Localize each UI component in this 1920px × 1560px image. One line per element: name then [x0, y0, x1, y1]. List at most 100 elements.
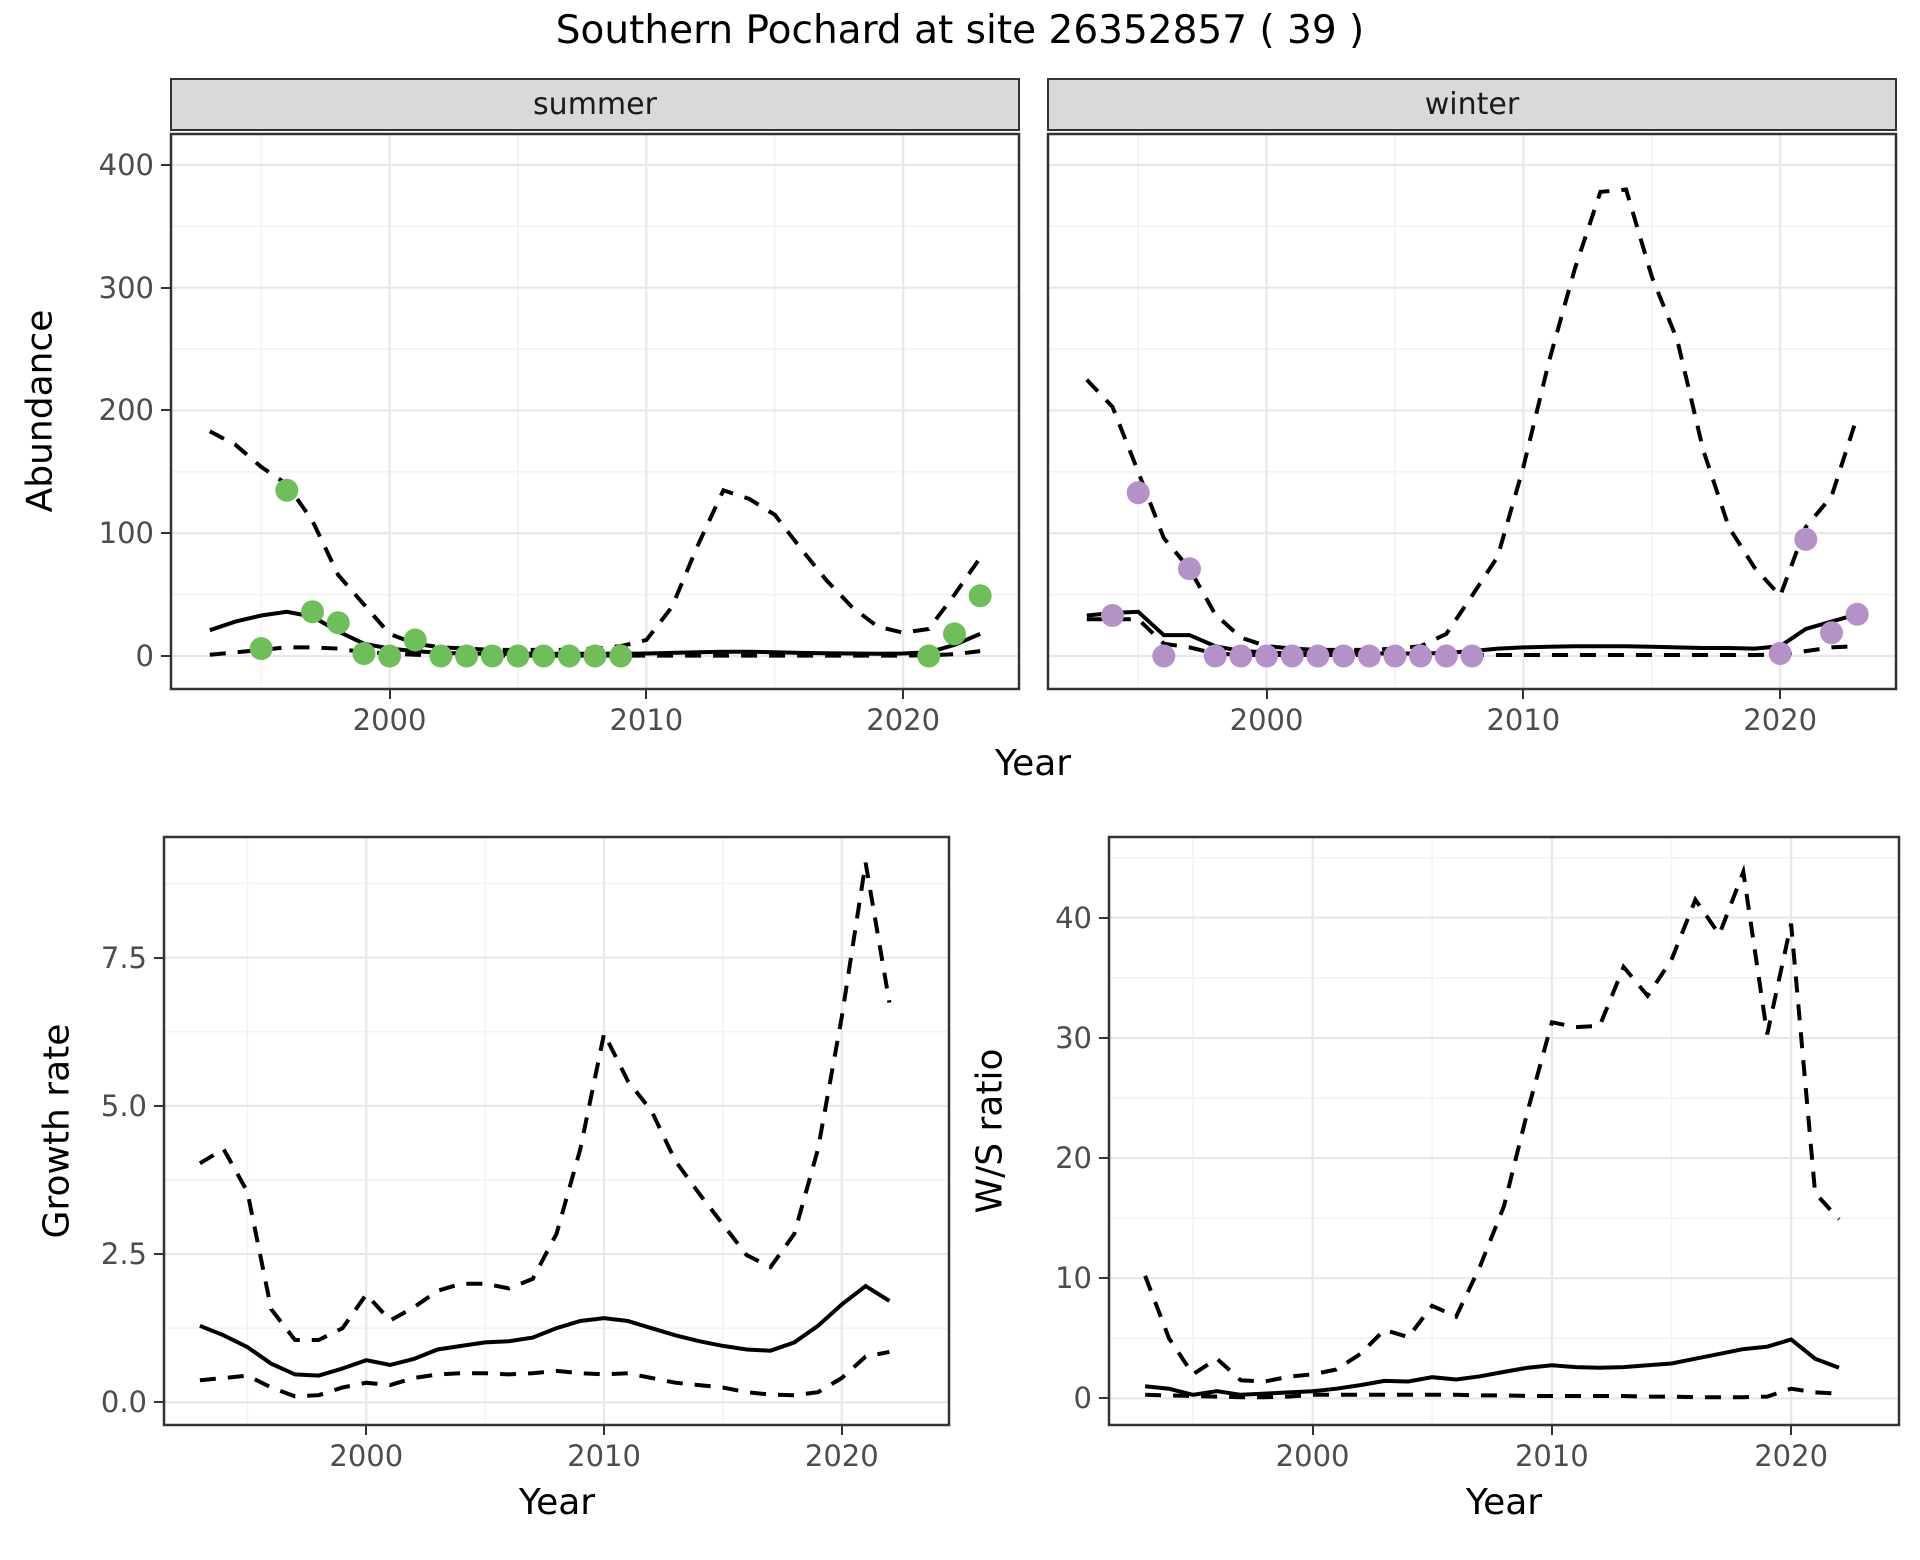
ws-ratio-panel	[1107, 835, 1901, 1427]
observation-point	[609, 644, 633, 668]
observation-point	[1126, 481, 1150, 505]
upper-ci-line	[1085, 187, 1860, 652]
fitted-mean-line	[199, 1283, 891, 1378]
y-tick-mark	[161, 163, 170, 166]
upper-ci-line	[208, 429, 982, 652]
observation-point	[917, 644, 941, 668]
x-tick-mark	[1311, 1426, 1314, 1435]
panel-border	[1046, 132, 1898, 691]
x-tick-label: 2020	[866, 703, 941, 737]
observation-point	[1280, 644, 1304, 668]
x-tick-mark	[902, 690, 905, 699]
observation-point	[352, 642, 376, 665]
observation-point	[480, 644, 504, 668]
y-tick-mark	[1099, 1157, 1108, 1160]
facet-strip-winter: winter	[1047, 78, 1897, 131]
x-tick-mark	[1779, 690, 1782, 699]
x-tick-mark	[1265, 690, 1268, 699]
winter-abundance-panel	[1046, 132, 1898, 691]
y-tick-label: 7.5	[100, 940, 147, 975]
x-tick-mark	[645, 690, 648, 699]
observation-point	[403, 628, 427, 652]
x-tick-label: 2000	[1275, 1439, 1350, 1473]
x-tick-mark	[1522, 690, 1525, 699]
y-tick-label: 0.0	[100, 1385, 147, 1420]
observation-point	[1820, 621, 1843, 645]
y-tick-mark	[161, 654, 170, 657]
abundance-axis-title: Abundance	[19, 309, 61, 513]
y-tick-mark	[161, 532, 170, 535]
x-tick-mark	[1790, 1426, 1793, 1435]
y-tick-mark	[1099, 1397, 1108, 1400]
upper-ci-line	[198, 862, 892, 1342]
y-tick-label: 30	[1055, 1020, 1092, 1055]
panel-border	[169, 132, 1021, 691]
observation-point	[1383, 644, 1407, 668]
y-tick-mark	[1099, 916, 1108, 919]
observation-point	[1845, 602, 1869, 626]
x-tick-label: 2020	[1743, 703, 1818, 737]
observation-point	[429, 644, 453, 668]
observation-point	[1409, 644, 1433, 668]
observation-point	[1768, 642, 1792, 665]
y-tick-label: 400	[98, 147, 154, 182]
observation-point	[1152, 644, 1176, 668]
observation-point	[1357, 644, 1381, 668]
y-tick-mark	[1099, 1277, 1108, 1280]
observation-point	[1306, 644, 1330, 668]
x-tick-label: 2000	[352, 703, 427, 737]
x-tick-label: 2020	[1754, 1439, 1829, 1473]
x-tick-label: 2010	[1514, 1439, 1589, 1473]
observation-point	[557, 644, 581, 668]
y-tick-label: 300	[98, 270, 154, 305]
y-tick-label: 0	[1073, 1381, 1092, 1416]
ws-ratio-axis-title: W/S ratio	[969, 1048, 1011, 1214]
x-tick-label: 2010	[609, 703, 684, 737]
x-tick-mark	[1550, 1426, 1553, 1435]
observation-point	[301, 600, 324, 624]
observation-point	[249, 637, 273, 661]
growth-year-axis-title: Year	[518, 1482, 596, 1523]
lower-ci-line	[1145, 1386, 1840, 1400]
fitted-mean-line	[1144, 1337, 1840, 1397]
y-tick-label: 40	[1055, 900, 1092, 935]
x-tick-mark	[365, 1426, 368, 1435]
observation-point	[455, 644, 479, 668]
observation-point	[1460, 644, 1484, 668]
observation-point	[1178, 557, 1201, 581]
panel-border	[162, 835, 951, 1427]
observation-point	[1794, 527, 1818, 551]
y-tick-label: 10	[1055, 1261, 1092, 1296]
y-tick-mark	[161, 286, 170, 289]
y-tick-label: 200	[98, 393, 154, 428]
x-tick-label: 2000	[329, 1439, 404, 1473]
facet-strip-summer-label: summer	[533, 87, 657, 122]
y-tick-mark	[154, 1253, 163, 1256]
y-tick-label: 100	[98, 516, 154, 551]
lower-ci-line	[199, 1349, 890, 1399]
observation-point	[943, 622, 966, 646]
observation-point	[1332, 644, 1356, 668]
observation-point	[506, 644, 530, 668]
x-tick-label: 2010	[567, 1439, 641, 1473]
y-tick-mark	[154, 1104, 163, 1107]
observation-point	[326, 611, 350, 635]
y-tick-mark	[161, 409, 170, 412]
x-tick-mark	[603, 1426, 606, 1435]
x-tick-mark	[840, 1426, 843, 1435]
x-tick-label: 2010	[1486, 703, 1561, 737]
summer-abundance-panel	[169, 132, 1021, 691]
observation-point	[583, 644, 607, 668]
observation-point	[378, 644, 402, 668]
x-tick-mark	[388, 690, 391, 699]
ws-year-axis-title: Year	[1465, 1482, 1543, 1523]
x-tick-label: 2020	[804, 1439, 879, 1473]
y-tick-mark	[154, 1401, 163, 1404]
y-tick-mark	[154, 956, 163, 959]
growth-rate-panel	[162, 835, 951, 1427]
observation-point	[1203, 644, 1227, 668]
y-tick-mark	[1099, 1036, 1108, 1039]
figure-title: Southern Pochard at site 26352857 ( 39 )	[555, 8, 1365, 53]
growth-rate-axis-title: Growth rate	[36, 1023, 78, 1239]
